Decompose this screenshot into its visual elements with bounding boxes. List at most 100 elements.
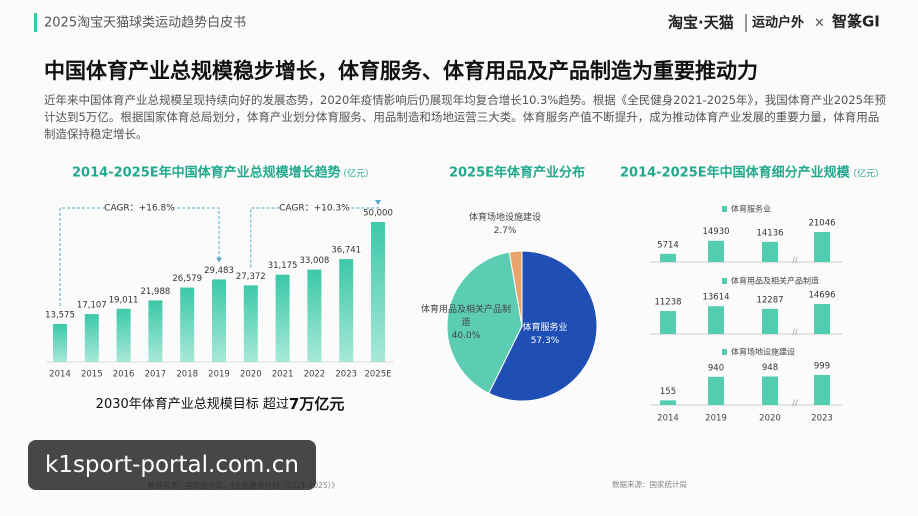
cagr-label: CAGR：+16.8% <box>104 204 175 214</box>
bar <box>814 304 830 334</box>
x-tick-label: 2021 <box>272 370 294 380</box>
value-label: 13,575 <box>45 310 75 320</box>
value-label: 12287 <box>756 295 783 305</box>
pie-label: 体育场地设施建设 2.7% <box>458 212 552 238</box>
value-label: 31,175 <box>268 261 298 271</box>
x-tick-label: 2023 <box>811 414 833 424</box>
chart-unit: （亿元） <box>848 168 884 180</box>
pie-label-value: 40.0% <box>451 331 481 341</box>
intro: 近年来中国体育产业总规模呈现持续向好的发展态势，2020年疫情影响后仍展现年均复… <box>44 93 886 141</box>
series-swatch <box>722 278 727 284</box>
bar <box>53 323 67 362</box>
x-tick-label: 2025E <box>364 370 391 380</box>
x-tick-label: 2014 <box>657 414 679 424</box>
series-name: 体育场地设施建设 <box>731 347 795 357</box>
value-label: 155 <box>660 387 676 397</box>
bar <box>762 241 778 262</box>
bar <box>660 311 676 334</box>
value-label: 19,011 <box>109 295 139 305</box>
value-label: 33,008 <box>300 256 330 266</box>
bar <box>660 253 676 262</box>
bar <box>371 222 385 362</box>
value-label: 14930 <box>702 227 729 237</box>
value-label: 14136 <box>756 228 783 238</box>
value-label: 5714 <box>657 240 679 250</box>
pie-slice <box>488 250 598 402</box>
bar <box>762 308 778 334</box>
bar <box>243 285 258 362</box>
series-name: 体育服务业 <box>731 204 771 214</box>
pie-label-value: 2.7% <box>493 226 517 236</box>
chart-title: 2014-2025E年中国体育细分产业规模 <box>620 165 851 181</box>
x-tick-label: 2018 <box>176 370 198 380</box>
pie-slice <box>508 250 523 327</box>
axis-break: // <box>792 328 798 337</box>
chart-title: 2025E年体育产业分布 <box>449 165 585 181</box>
series-swatch <box>722 206 727 212</box>
header-accent <box>34 13 37 32</box>
partner: 智篆GI <box>832 13 880 31</box>
value-label: 940 <box>708 363 724 373</box>
value-label: 11238 <box>654 298 681 308</box>
x-tick-label: 2016 <box>113 370 135 380</box>
value-label: 50,000 <box>363 209 393 219</box>
x-tick-label: 2015 <box>81 370 103 380</box>
watermark: k1sport-portal.com.cn <box>28 440 316 490</box>
bar <box>814 375 830 405</box>
pie-label-name: 体育用品及相关产品制造 <box>420 305 511 328</box>
value-label: 26,579 <box>172 274 202 284</box>
x-tick-label: 2017 <box>145 370 167 380</box>
chart-title: 2014-2025E年中国体育产业总规模增长趋势 <box>72 165 341 181</box>
bar <box>307 269 322 362</box>
footnote-text: 2030年体育产业总规模目标 超过 <box>96 396 289 412</box>
pie-label-value: 57.3% <box>530 336 560 346</box>
bar <box>212 279 226 362</box>
axis-break: // <box>792 399 798 408</box>
value-label: 948 <box>762 363 778 373</box>
cagr-label: CAGR：+10.3% <box>279 204 350 214</box>
bar <box>148 300 163 362</box>
cagr-bg <box>105 201 174 215</box>
source: 数据来源：国家统计局 <box>612 479 687 489</box>
value-label: 13614 <box>702 293 729 303</box>
bar <box>708 306 724 334</box>
value-label: 27,372 <box>236 272 266 282</box>
x-tick-label: 2020 <box>759 414 781 424</box>
x-tick-label: 2020 <box>240 370 262 380</box>
pie-label-name: 体育场地设施建设 <box>468 213 541 223</box>
x-tick-label: 2019 <box>208 370 230 380</box>
footnote: 2030年体育产业总规模目标 超过7万亿元 <box>96 395 345 413</box>
chart-unit: （亿元） <box>338 168 374 180</box>
series-name: 体育用品及相关产品制造 <box>731 276 819 286</box>
bar <box>708 376 724 405</box>
pie-label-name: 体育服务业 <box>522 323 568 333</box>
bar <box>116 308 131 362</box>
bar <box>660 400 676 405</box>
headline: 中国体育产业总规模稳步增长，体育服务、体育用品及产品制造为重要推动力 <box>44 59 758 83</box>
value-label: 21,988 <box>141 287 171 297</box>
bar <box>180 287 195 362</box>
bar <box>762 376 778 405</box>
footnote-emphasis: 7万亿元 <box>289 395 344 413</box>
x-tick-label: 2019 <box>705 414 727 424</box>
bar <box>814 232 830 262</box>
bar <box>339 259 354 362</box>
axis-break: // <box>792 256 798 265</box>
x-tick-label: 2023 <box>335 370 357 380</box>
value-label: 21046 <box>808 219 835 229</box>
category: 运动户外 <box>752 15 804 31</box>
cagr-bracket <box>59 207 220 306</box>
pie-label: 体育服务业 57.3% <box>510 322 580 348</box>
cagr-bg <box>280 201 349 215</box>
value-label: 999 <box>814 362 830 372</box>
bar <box>84 314 99 362</box>
brand: 淘宝·天猫 <box>667 14 734 32</box>
x-tick-label: 2022 <box>304 370 326 380</box>
bar <box>275 274 290 362</box>
value-label: 17,107 <box>77 301 107 311</box>
pie-label: 体育用品及相关产品制造 40.0% <box>418 304 514 343</box>
bar <box>708 240 724 262</box>
cagr-arrow <box>375 200 381 205</box>
